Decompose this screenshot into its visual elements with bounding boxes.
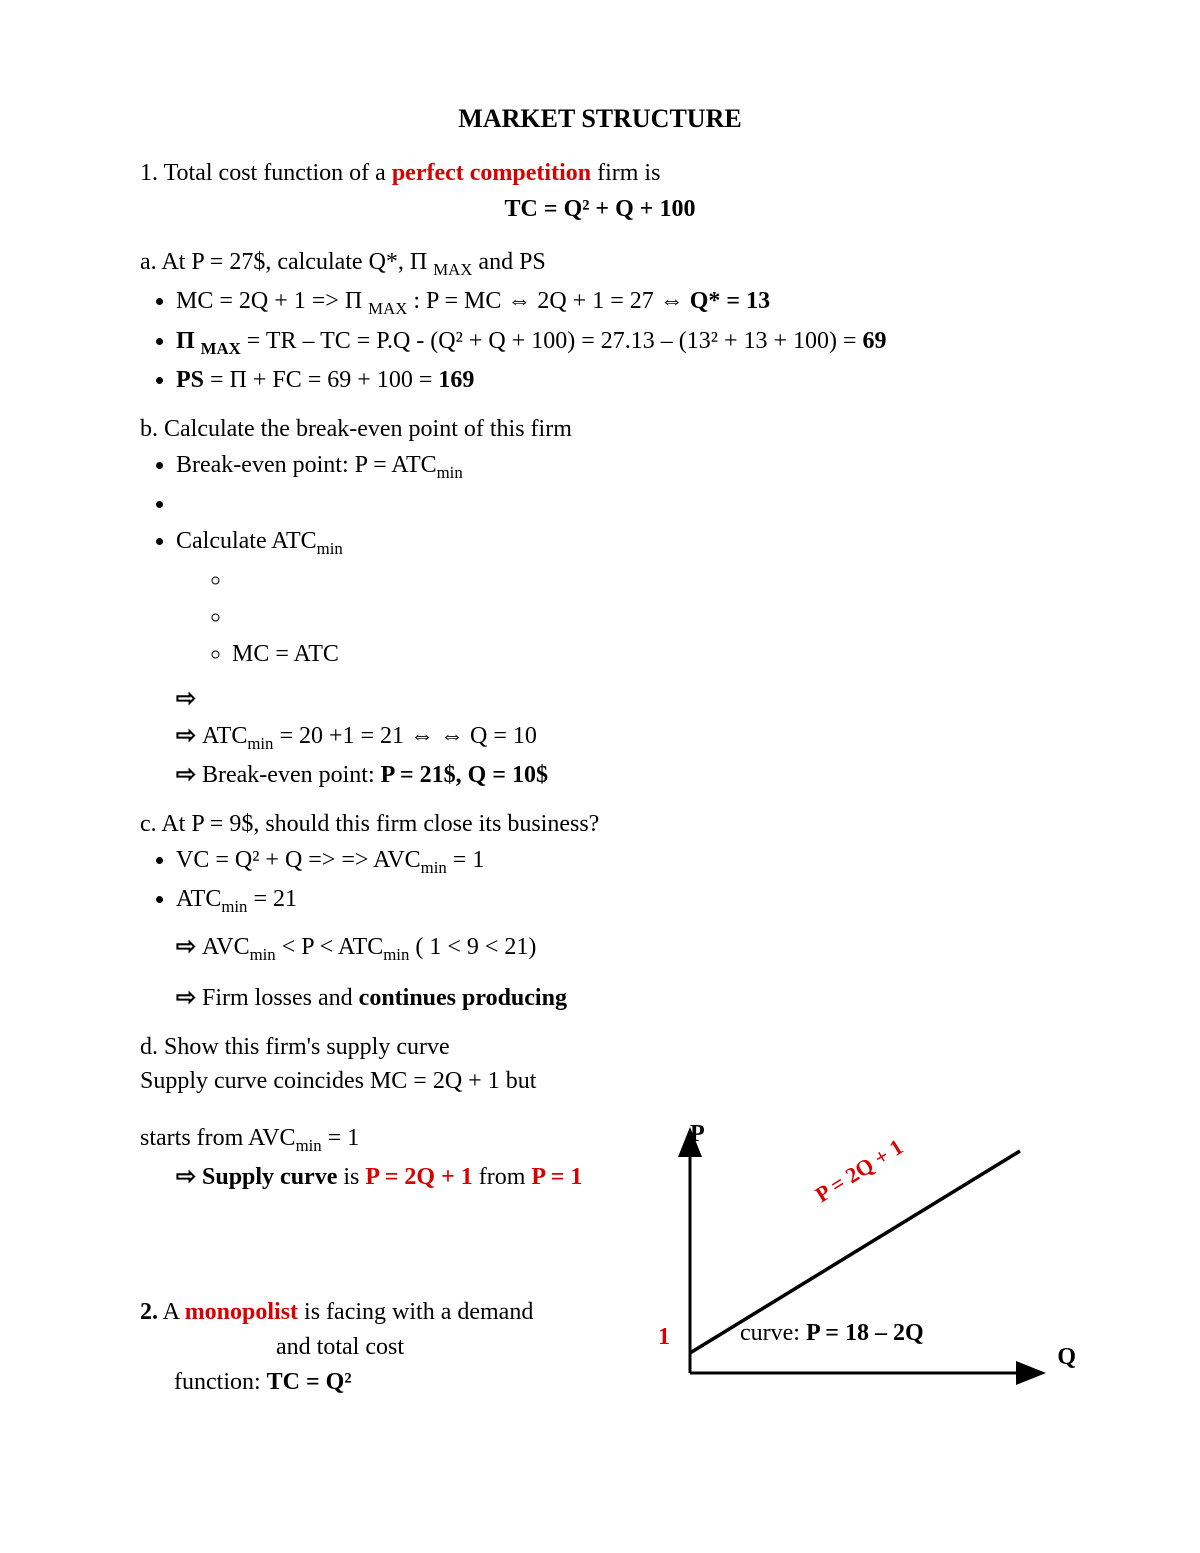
q1d-arrow: Supply curve is P = 2Q + 1 from P = 1 [176, 1160, 600, 1195]
q1b-list: Break-even point: P = ATCmin Calculate A… [140, 448, 1060, 671]
q1c-arr1-sub1: min [250, 944, 276, 963]
q1b-arrow1: ATCmin = 20 +1 = 21 ⇔ ⇔ Q = 10 [176, 719, 1060, 756]
q1b-arr1-sub: min [247, 733, 273, 752]
q1d-arr-red2: P = 1 [531, 1164, 582, 1190]
q1b-arr1-post: = 20 +1 = 21 ⇔ ⇔ Q = 10 [273, 723, 536, 749]
q1c-arr1-sub2: min [383, 944, 409, 963]
q1c-li1-b: = 1 [447, 847, 485, 873]
q1-intro-term: perfect competition [392, 160, 591, 186]
q1c-li2: ATCmin = 21 [176, 882, 1060, 919]
q1a-li1-sub: MAX [368, 299, 407, 318]
q1d-arrow-block: Supply curve is P = 2Q + 1 from P = 1 [140, 1160, 600, 1195]
q1d-line1: Supply curve coincides MC = 2Q + 1 but [140, 1064, 1060, 1099]
q1a-heading-sub: MAX [433, 260, 472, 279]
q1a-li1: MC = 2Q + 1 => Π MAX : P = MC ⇔ 2Q + 1 =… [176, 284, 1060, 321]
q1b-heading: b. Calculate the break-even point of thi… [140, 412, 1060, 447]
document-page: MARKET STRUCTURE 1. Total cost function … [0, 0, 1200, 1553]
q1a-li1-bold: Q* = 13 [690, 288, 770, 314]
supply-curve-chart: P Q 1 P = 2Q + 1 curve: P = 18 – 2Q [640, 1123, 1070, 1403]
q1d-line2-sub: min [296, 1136, 322, 1155]
q1a-li2-sub: MAX [201, 338, 241, 357]
q2-num: 2. [140, 1299, 158, 1325]
q1c-list: VC = Q² + Q => => AVCmin = 1 ATCmin = 21 [140, 843, 1060, 919]
q1c-heading: c. At P = 9$, should this firm close its… [140, 807, 1060, 842]
q2-line3-pre: function: [174, 1369, 267, 1395]
q1d-heading: d. Show this firm's supply curve [140, 1030, 1060, 1065]
q1c-arrow2: Firm losses and continues producing [176, 981, 1060, 1016]
q1c-arr1-b: < P < ATC [276, 934, 384, 960]
q1b-sublist: MC = ATC [176, 563, 1060, 671]
q1-intro-pre: 1. Total cost function of a [140, 160, 392, 186]
q2-post: is facing with a demand [298, 1299, 533, 1325]
q1b-li2-empty [176, 487, 1060, 522]
q1b-li3-text: Calculate ATC [176, 528, 317, 554]
q1c-arrows: AVCmin < P < ATCmin ( 1 < 9 < 21) Firm l… [140, 930, 1060, 1016]
q1b-arrows: ATCmin = 20 +1 = 21 ⇔ ⇔ Q = 10 Break-eve… [140, 682, 1060, 793]
q1a-heading-post: and PS [472, 249, 545, 275]
q1a-li3: PS = Π + FC = 69 + 100 = 169 [176, 363, 1060, 398]
q1c-li2-a: ATC [176, 886, 221, 912]
q1a-heading: a. At P = 27$, calculate Q*, Π MAX and P… [140, 245, 1060, 282]
q1c-li1-a: VC = Q² + Q => => AVC [176, 847, 421, 873]
q1a-heading-pre: a. At P = 27$, calculate Q*, Π [140, 249, 433, 275]
q1a-list: MC = 2Q + 1 => Π MAX : P = MC ⇔ 2Q + 1 =… [140, 284, 1060, 397]
q1d-line2-b: = 1 [322, 1125, 360, 1151]
q1b-arr2-bold: P = 21$, Q = 10$ [381, 762, 548, 788]
q1b-li1-sub: min [437, 463, 463, 482]
q1c-arr1-a: AVC [202, 934, 250, 960]
q1a-li2-b: = TR – TC = P.Q - (Q² + Q + 100) = 27.13… [241, 328, 863, 354]
q1c-arrow1: AVCmin < P < ATCmin ( 1 < 9 < 21) [176, 930, 1060, 967]
q1-intro: 1. Total cost function of a perfect comp… [140, 156, 1060, 191]
q1a-li3-b: = Π + FC = 69 + 100 = [204, 367, 438, 393]
page-title: MARKET STRUCTURE [140, 100, 1060, 138]
q1b-sub3: MC = ATC [232, 637, 1060, 672]
q1b-sub2 [232, 600, 1060, 635]
q1-tc-equation: TC = Q² + Q + 100 [140, 192, 1060, 227]
q1a-li2-bold: 69 [863, 328, 887, 354]
q1b-arr2-pre: Break-even point: [202, 762, 381, 788]
q2-block: 2. A monopolist is facing with a demand … [140, 1295, 600, 1399]
q1d-line2: starts from AVCmin = 1 [140, 1121, 600, 1158]
q2-line1: 2. A monopolist is facing with a demand [140, 1295, 600, 1330]
q1c-li1: VC = Q² + Q => => AVCmin = 1 [176, 843, 1060, 880]
q1d-arr-red: P = 2Q + 1 [365, 1164, 472, 1190]
q1c-li1-sub: min [421, 858, 447, 877]
q2-line2: and total cost [140, 1330, 600, 1365]
q2-line3: function: TC = Q² [140, 1365, 600, 1400]
q1d-arr-post: from [473, 1164, 532, 1190]
q1b-li3-sub: min [317, 539, 343, 558]
chart-svg [640, 1123, 1070, 1403]
q1a-li3-a: PS [176, 367, 204, 393]
q1b-arrow2: Break-even point: P = 21$, Q = 10$ [176, 758, 1060, 793]
q2-red: monopolist [185, 1299, 298, 1325]
q1a-li1-a: MC = 2Q + 1 => Π [176, 288, 368, 314]
q1b-li1-text: Break-even point: P = ATC [176, 452, 437, 478]
q1b-arr1-a: ATC [202, 723, 247, 749]
q1c-li2-b: = 21 [247, 886, 297, 912]
q1d-arr-pre: Supply curve [202, 1164, 337, 1190]
q1a-li1-b: : P = MC ⇔ 2Q + 1 = 27 ⇔ [407, 288, 689, 314]
q1b-li3: Calculate ATCmin MC = ATC [176, 524, 1060, 672]
q1c-arr1-c: ( 1 < 9 < 21) [409, 934, 536, 960]
q1a-li2-a: Π [176, 328, 201, 354]
q1a-li3-bold: 169 [438, 367, 474, 393]
q1d-arr-mid: is [337, 1164, 365, 1190]
q2-line3-bold: TC = Q² [267, 1369, 352, 1395]
q2-pre: A [158, 1299, 185, 1325]
q1c-arr2-a: Firm losses and [202, 985, 359, 1011]
q1c-arr2-bold: continues producing [359, 985, 567, 1011]
q1b-li1: Break-even point: P = ATCmin [176, 448, 1060, 485]
q1c-li2-sub: min [221, 897, 247, 916]
q1b-sub1 [232, 563, 1060, 598]
q1d-leftcol: starts from AVCmin = 1 Supply curve is P… [140, 1121, 600, 1399]
q1b-arrow-empty [176, 682, 1060, 717]
q1d-line2-a: starts from AVC [140, 1125, 296, 1151]
q1-intro-post: firm is [591, 160, 660, 186]
q1a-li2: Π MAX = TR – TC = P.Q - (Q² + Q + 100) =… [176, 324, 1060, 361]
